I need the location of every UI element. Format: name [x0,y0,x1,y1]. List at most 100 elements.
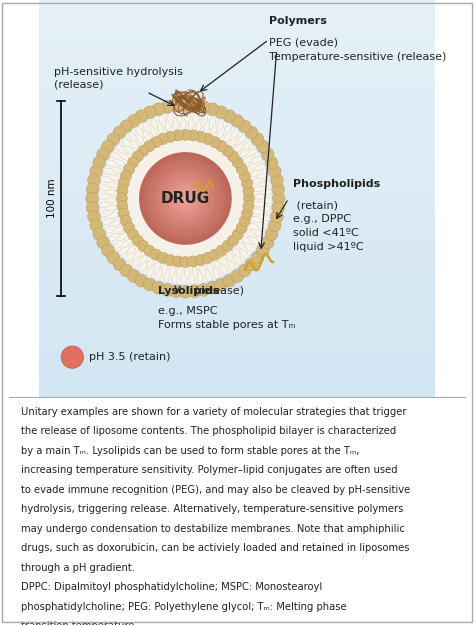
Text: Phospholipids: Phospholipids [292,179,380,189]
Bar [38,377,436,382]
Text: pH 3.5 (retain): pH 3.5 (retain) [89,352,171,362]
Circle shape [239,171,250,181]
Circle shape [245,126,258,139]
Bar [38,328,436,332]
Bar [38,149,436,154]
Circle shape [170,285,182,298]
Circle shape [157,134,168,144]
Circle shape [271,174,283,187]
Circle shape [90,165,102,177]
Circle shape [120,216,132,226]
Circle shape [251,133,264,146]
Bar [38,263,436,268]
Circle shape [231,114,244,128]
Circle shape [243,185,254,196]
Circle shape [127,269,140,282]
Circle shape [206,103,219,116]
Circle shape [86,183,99,196]
Circle shape [272,183,284,196]
Circle shape [101,140,114,153]
Circle shape [116,193,128,204]
Circle shape [179,192,191,204]
Circle shape [175,188,196,209]
Circle shape [146,159,225,238]
Bar [38,352,436,357]
Circle shape [188,256,199,267]
Text: DPPC: Dipalmitoyl phosphatidylcholine; MSPC: Monostearoyl: DPPC: Dipalmitoyl phosphatidylcholine; M… [21,582,322,592]
Circle shape [93,156,106,169]
Text: Polymers: Polymers [269,16,327,26]
Circle shape [150,249,162,260]
Bar [38,109,436,114]
Bar [38,25,436,30]
Circle shape [120,120,133,132]
Circle shape [152,103,164,116]
Circle shape [222,241,233,251]
Circle shape [232,157,243,168]
Circle shape [170,99,182,112]
Bar [38,179,436,184]
Circle shape [265,156,278,169]
Circle shape [155,168,216,229]
Bar [38,10,436,15]
Circle shape [141,154,229,242]
Circle shape [180,256,191,268]
Circle shape [161,174,210,222]
Bar [38,292,436,297]
Circle shape [210,249,220,260]
Circle shape [167,180,204,217]
Bar [38,30,436,35]
Circle shape [113,258,126,271]
Circle shape [161,101,173,113]
Circle shape [173,186,198,211]
Bar [38,342,436,348]
Bar [38,15,436,20]
Circle shape [242,177,253,189]
Text: drugs, such as doxorubicin, can be activiely loaded and retained in liposomes: drugs, such as doxorubicin, can be activ… [21,543,410,553]
Circle shape [202,253,213,263]
Circle shape [202,134,213,144]
Circle shape [261,148,274,161]
Circle shape [238,120,251,132]
Circle shape [268,165,281,177]
Circle shape [172,185,199,212]
Circle shape [143,156,228,241]
Circle shape [179,286,192,298]
Circle shape [164,131,176,142]
Circle shape [195,254,206,266]
Bar [38,312,436,318]
Text: 100 nm: 100 nm [47,179,57,218]
Circle shape [143,106,156,119]
Circle shape [184,197,187,200]
Circle shape [118,177,129,189]
Circle shape [144,245,155,256]
Bar [38,69,436,74]
Bar [38,114,436,119]
Bar [38,74,436,79]
Circle shape [271,210,283,223]
Text: increasing temperature sensitivity. Polymer–lipid conjugates are often used: increasing temperature sensitivity. Poly… [21,465,398,475]
Circle shape [147,161,223,236]
Circle shape [176,189,194,208]
Circle shape [170,183,201,214]
Circle shape [195,131,206,142]
Circle shape [238,264,251,277]
Circle shape [188,285,201,298]
Bar [38,308,436,312]
Circle shape [158,171,213,226]
Bar [38,208,436,213]
Circle shape [228,235,238,246]
Circle shape [97,236,109,249]
Circle shape [256,140,269,153]
Text: by a main Tₘ. Lysolipids can be used to form stable pores at the Tₘ,: by a main Tₘ. Lysolipids can be used to … [21,446,359,456]
Circle shape [144,141,155,152]
Circle shape [107,133,119,146]
Circle shape [265,228,278,241]
Circle shape [182,196,189,201]
Circle shape [157,253,168,263]
Circle shape [149,162,222,235]
Bar [38,0,436,5]
Bar [38,169,436,174]
Circle shape [100,113,271,284]
Circle shape [251,251,264,264]
